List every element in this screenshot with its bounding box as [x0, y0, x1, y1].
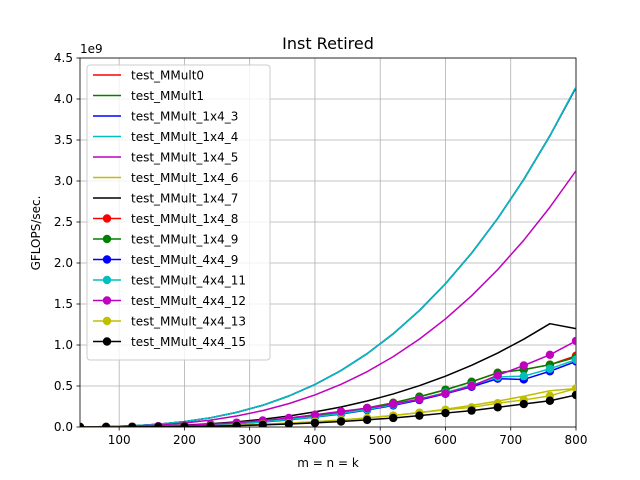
data-point-test-mmult-4x4-15	[441, 408, 450, 418]
data-point-test-mmult-4x4-15	[232, 421, 241, 427]
legend-label-test-mmult-1x4-4: test_MMult_1x4_4	[131, 130, 238, 144]
legend-marker-test-mmult-1x4-9	[102, 234, 112, 244]
data-point-test-mmult-4x4-12	[493, 371, 502, 380]
data-point-test-mmult-4x4-15	[284, 419, 294, 427]
x-tick-label: 400	[303, 433, 326, 447]
x-axis: 100 200 300 400 500 600 700 800	[108, 427, 588, 447]
data-point-test-mmult-4x4-12	[362, 403, 372, 413]
data-point-test-mmult-4x4-12	[545, 350, 555, 360]
data-point-test-mmult-4x4-12	[467, 381, 476, 391]
y-tick-label: 4.0	[54, 92, 73, 106]
x-tick-label: 800	[565, 433, 588, 447]
legend-label-test-mmult0: test_MMult0	[131, 69, 204, 83]
legend-marker-test-mmult-4x4-15	[102, 337, 112, 346]
data-point-test-mmult-4x4-12	[389, 399, 398, 409]
data-point-test-mmult-4x4-15	[415, 411, 424, 420]
x-tick-label: 200	[173, 433, 196, 447]
y-tick-label: 0.0	[54, 420, 73, 434]
data-point-test-mmult-4x4-15	[467, 406, 476, 415]
y-tick-label: 3.0	[54, 174, 73, 188]
data-point-test-mmult-4x4-11	[571, 355, 576, 364]
data-point-test-mmult-4x4-15	[362, 415, 372, 425]
x-axis-label: m = n = k	[297, 456, 359, 470]
y-tick-label: 1.0	[54, 338, 73, 352]
x-tick-label: 500	[369, 433, 392, 447]
data-point-test-mmult-4x4-12	[336, 407, 346, 416]
y-tick-label: 4.5	[54, 51, 73, 65]
legend-marker-test-mmult-1x4-8	[102, 214, 112, 223]
y-tick-label: 1.5	[54, 297, 73, 311]
x-tick-label: 100	[108, 433, 131, 447]
legend-label-test-mmult1: test_MMult1	[131, 89, 204, 103]
data-point-test-mmult-4x4-12	[571, 336, 576, 346]
legend: test_MMult0 test_MMult1 test_MMult_1x4_3te…	[86, 64, 271, 361]
data-point-test-mmult-4x4-11	[519, 371, 528, 381]
y-tick-label: 3.5	[54, 133, 73, 147]
y-tick-label: 2.0	[54, 256, 73, 270]
data-point-test-mmult-4x4-12	[441, 389, 450, 398]
series-line-test-mmult-1x4-5	[80, 170, 576, 427]
series-line-test-mmult-4x4-15	[80, 394, 576, 427]
legend-label-test-mmult-1x4-6: test_MMult_1x4_6	[131, 171, 238, 185]
data-point-test-mmult-4x4-15	[493, 403, 502, 412]
data-point-test-mmult-4x4-15	[128, 422, 137, 427]
legend-box	[86, 64, 271, 361]
legend-label-test-mmult-1x4-3: test_MMult_1x4_3	[131, 110, 238, 124]
y-tick-label: 2.5	[54, 215, 73, 229]
legend-marker-test-mmult-4x4-13	[102, 316, 112, 326]
data-point-test-mmult-4x4-15	[258, 420, 267, 427]
legend-label-test-mmult-4x4-9: test_MMult_4x4_9	[131, 253, 238, 267]
legend-label-test-mmult-1x4-9: test_MMult_1x4_9	[131, 233, 238, 247]
x-tick-label: 700	[499, 433, 522, 447]
plot-border	[79, 57, 577, 428]
y-tick-label: 0.5	[54, 379, 73, 393]
data-point-test-mmult-4x4-15	[310, 418, 320, 427]
x-tick-label: 300	[238, 433, 261, 447]
data-point-test-mmult-4x4-12	[310, 410, 320, 419]
legend-label-test-mmult-4x4-15: test_MMult_4x4_15	[131, 335, 246, 349]
data-point-test-mmult-4x4-15	[336, 417, 346, 426]
data-point-test-mmult-4x4-15	[80, 422, 85, 427]
data-point-test-mmult-4x4-12	[519, 361, 528, 370]
axes-frame	[79, 57, 577, 428]
data-point-test-mmult-4x4-15	[206, 421, 215, 427]
data-point-test-mmult-4x4-15	[154, 422, 163, 427]
data-point-test-mmult-4x4-12	[415, 394, 424, 404]
data-point-test-mmult-4x4-15	[571, 390, 576, 400]
legend-marker-test-mmult-4x4-11	[102, 275, 112, 285]
data-point-test-mmult-4x4-15	[180, 422, 189, 427]
y-axis: 0.0 0.5 1.0 1.5 2.0 2.5 3.0 3.5 4.0 4.5	[54, 51, 80, 434]
plot-area	[80, 86, 576, 427]
data-point-test-mmult-4x4-15	[101, 422, 111, 427]
data-point-test-mmult-4x4-15	[519, 399, 528, 409]
legend-label-test-mmult-4x4-12: test_MMult_4x4_12	[131, 294, 246, 308]
chart-title: Inst Retired	[282, 34, 374, 53]
data-point-test-mmult-4x4-13	[571, 384, 576, 393]
legend-label-test-mmult-4x4-11: test_MMult_4x4_11	[131, 274, 246, 288]
series-line-test-mmult-1x4-4	[80, 86, 576, 427]
data-point-test-mmult-4x4-15	[389, 413, 398, 423]
y-axis-label: GFLOPS/sec.	[29, 196, 43, 271]
legend-marker-test-mmult-4x4-12	[102, 296, 112, 305]
legend-label-test-mmult-1x4-8: test_MMult_1x4_8	[131, 212, 238, 226]
legend-label-test-mmult-4x4-13: test_MMult_4x4_13	[131, 315, 246, 329]
x-tick-label: 600	[434, 433, 457, 447]
data-point-test-mmult-4x4-11	[545, 364, 555, 373]
legend-marker-test-mmult-4x4-9	[102, 255, 112, 264]
series-layer	[80, 86, 576, 427]
legend-label-test-mmult-1x4-5: test_MMult_1x4_5	[131, 151, 238, 165]
data-point-test-mmult-4x4-15	[545, 396, 555, 405]
axis-offset-label: 1e9	[80, 42, 103, 56]
legend-label-test-mmult-1x4-7: test_MMult_1x4_7	[131, 192, 238, 206]
